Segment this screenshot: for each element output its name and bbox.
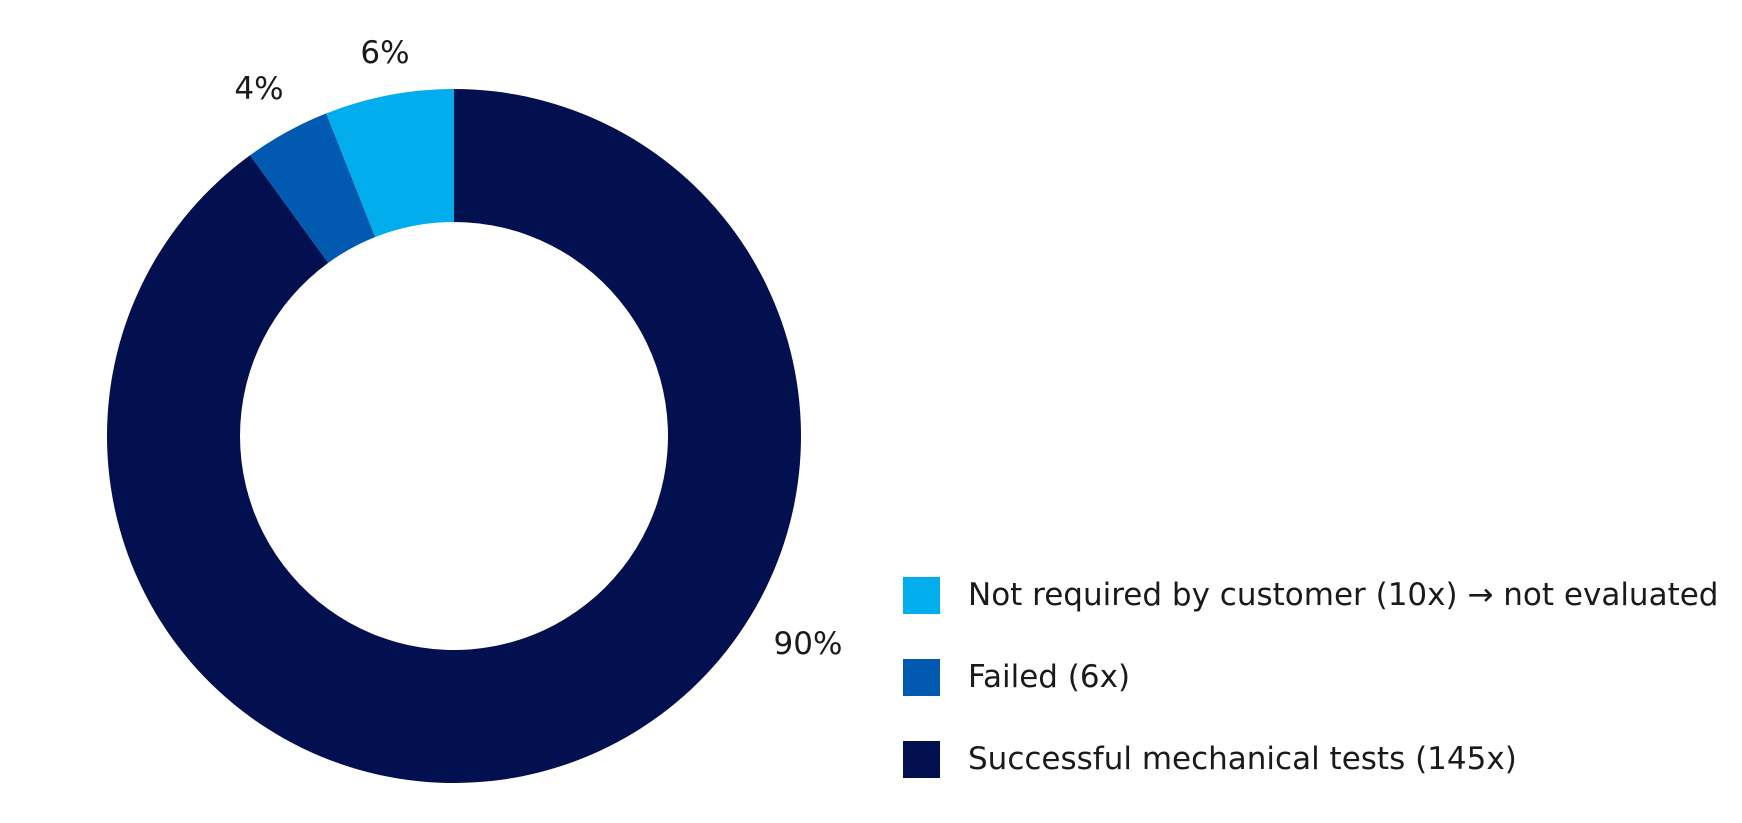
legend-label: Failed (6x) [968,659,1131,695]
donut-slice-3 [326,89,454,238]
data-label-3: 6% [360,35,409,71]
data-label-2: 4% [234,71,283,107]
legend-item-3: Successful mechanical tests (145x) [903,741,1718,778]
legend-label: Successful mechanical tests (145x) [968,741,1517,777]
legend-swatch [903,659,940,696]
legend-swatch [903,577,940,614]
donut-slices [106,89,801,783]
donut-slice-2 [250,113,376,263]
donut-slice-1 [106,89,801,783]
data-labels: 90% 4% 6% [234,35,842,662]
data-label-1: 90% [774,626,843,662]
legend-item-1: Not required by customer (10x) → not eva… [903,577,1718,614]
legend-label: Not required by customer (10x) → not eva… [968,577,1719,613]
legend-swatch [903,741,940,778]
legend: Not required by customer (10x) → not eva… [903,577,1718,823]
legend-item-2: Failed (6x) [903,659,1718,696]
